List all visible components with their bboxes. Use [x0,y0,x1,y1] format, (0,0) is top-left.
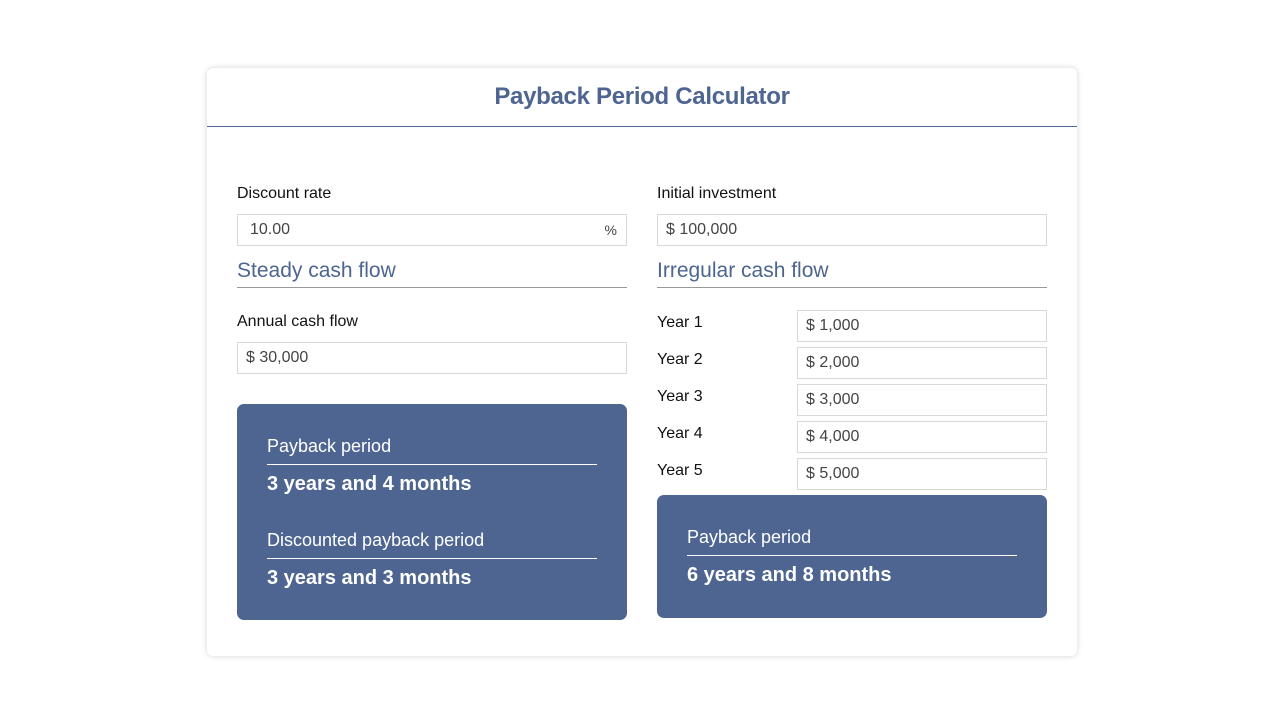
year-1-cash-flow-input[interactable] [806,311,998,341]
year-4-cash-flow-input[interactable] [806,422,998,452]
year-2-cash-flow-field[interactable] [797,347,1047,379]
irregular-payback-label: Payback period [687,527,1017,556]
percent-suffix: % [604,222,617,238]
year-1-cash-flow-field[interactable] [797,310,1047,342]
year-label: Year 2 [657,351,703,368]
discount-rate-label: Discount rate [237,185,332,202]
discounted-payback-label: Discounted payback period [267,530,597,559]
discount-rate-field[interactable]: % [237,214,627,246]
year-label: Year 1 [657,314,703,331]
year-5-cash-flow-field[interactable] [797,458,1047,490]
year-3-cash-flow-field[interactable] [797,384,1047,416]
discount-rate-input[interactable] [250,215,551,245]
annual-cash-flow-label: Annual cash flow [237,313,358,330]
initial-investment-field[interactable] [657,214,1047,246]
discounted-payback-value: 3 years and 3 months [267,567,472,589]
steady-heading: Steady cash flow [237,259,627,288]
calculator-card: Payback Period Calculator Discount rate … [207,68,1077,656]
initial-investment-input[interactable] [666,215,970,245]
year-label: Year 4 [657,425,703,442]
year-2-cash-flow-input[interactable] [806,348,998,378]
year-5-cash-flow-input[interactable] [806,459,998,489]
steady-result-panel: Payback period 3 years and 4 months Disc… [237,404,627,620]
payback-label: Payback period [267,436,597,465]
annual-cash-flow-field[interactable] [237,342,627,374]
year-3-cash-flow-input[interactable] [806,385,998,415]
page-title: Payback Period Calculator [494,83,790,110]
year-4-cash-flow-field[interactable] [797,421,1047,453]
irregular-result-panel: Payback period 6 years and 8 months [657,495,1047,618]
year-label: Year 3 [657,388,703,405]
irregular-heading: Irregular cash flow [657,259,1047,288]
irregular-payback-value: 6 years and 8 months [687,564,892,586]
initial-investment-label: Initial investment [657,185,777,202]
year-label: Year 5 [657,462,703,479]
header: Payback Period Calculator [207,68,1077,127]
annual-cash-flow-input[interactable] [246,343,550,373]
payback-value: 3 years and 4 months [267,473,472,495]
